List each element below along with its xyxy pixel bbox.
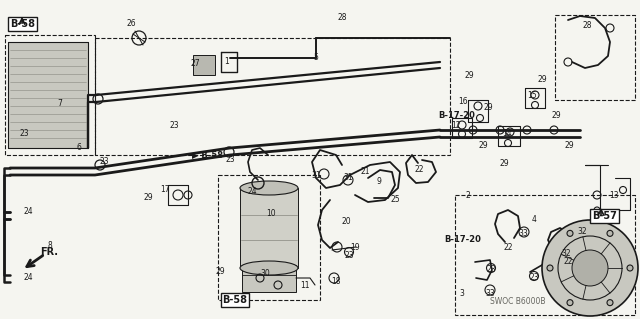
Text: 29: 29 <box>464 70 474 79</box>
Text: 23: 23 <box>225 155 235 165</box>
Circle shape <box>547 265 553 271</box>
Bar <box>95 38 450 155</box>
Bar <box>455 195 635 315</box>
Circle shape <box>627 265 633 271</box>
Text: 28: 28 <box>337 13 347 23</box>
Text: B-17-20: B-17-20 <box>444 235 481 244</box>
Text: 32: 32 <box>577 227 587 236</box>
Text: 24: 24 <box>247 188 257 197</box>
Text: 10: 10 <box>266 209 276 218</box>
Text: 30: 30 <box>260 270 270 278</box>
Text: 29: 29 <box>13 18 23 26</box>
Text: 18: 18 <box>332 277 340 286</box>
Text: B-57: B-57 <box>592 211 617 221</box>
Text: 4: 4 <box>532 216 536 225</box>
Bar <box>242 265 296 292</box>
Text: 29: 29 <box>551 110 561 120</box>
Text: 20: 20 <box>341 218 351 226</box>
Text: 22: 22 <box>503 243 513 253</box>
Bar <box>8 42 88 148</box>
Text: 19: 19 <box>350 242 360 251</box>
Text: 25: 25 <box>390 196 400 204</box>
Ellipse shape <box>240 261 298 275</box>
Text: 13: 13 <box>609 190 619 199</box>
Text: 23: 23 <box>99 158 109 167</box>
Bar <box>240 188 298 268</box>
Text: 28: 28 <box>582 20 592 29</box>
Text: 23: 23 <box>529 273 539 283</box>
Text: 2: 2 <box>466 190 470 199</box>
Text: 8: 8 <box>47 241 52 249</box>
Circle shape <box>607 230 613 236</box>
Text: 29: 29 <box>564 140 574 150</box>
Text: B-58: B-58 <box>10 19 35 29</box>
Text: 32: 32 <box>561 249 571 257</box>
Text: 29: 29 <box>478 140 488 150</box>
Text: 22: 22 <box>414 166 424 174</box>
Bar <box>193 55 215 75</box>
Text: 21: 21 <box>360 167 370 175</box>
Text: 16: 16 <box>458 97 468 106</box>
Text: 24: 24 <box>23 272 33 281</box>
Circle shape <box>567 230 573 236</box>
Text: 33: 33 <box>485 288 495 298</box>
Text: 29: 29 <box>537 76 547 85</box>
Text: 23: 23 <box>344 250 354 259</box>
Text: 23: 23 <box>19 130 29 138</box>
Text: 23: 23 <box>486 265 496 275</box>
Text: 24: 24 <box>23 207 33 217</box>
Text: 15: 15 <box>527 92 537 100</box>
Text: 14: 14 <box>502 129 512 137</box>
Text: B-58: B-58 <box>223 295 248 305</box>
Circle shape <box>567 300 573 306</box>
Text: 29: 29 <box>499 159 509 167</box>
Text: 29: 29 <box>215 268 225 277</box>
Text: ▶ B-58: ▶ B-58 <box>192 151 223 160</box>
Text: 1: 1 <box>225 57 229 66</box>
Circle shape <box>572 250 608 286</box>
Bar <box>555 15 635 100</box>
Text: FR.: FR. <box>40 247 58 257</box>
Bar <box>5 35 95 155</box>
Text: 33: 33 <box>518 228 528 238</box>
Text: 7: 7 <box>58 99 63 108</box>
Text: 3: 3 <box>460 288 465 298</box>
Text: 12: 12 <box>451 121 461 130</box>
Text: 29: 29 <box>483 102 493 112</box>
Ellipse shape <box>240 181 298 195</box>
Text: 29: 29 <box>143 194 153 203</box>
Text: 17: 17 <box>160 186 170 195</box>
Circle shape <box>607 300 613 306</box>
Text: SWOC B6000B: SWOC B6000B <box>490 298 545 307</box>
Text: 5: 5 <box>314 54 319 63</box>
Text: 31: 31 <box>311 170 321 180</box>
Text: 23: 23 <box>169 121 179 130</box>
Text: B-17-20: B-17-20 <box>438 110 475 120</box>
Circle shape <box>542 220 638 316</box>
Text: 9: 9 <box>376 177 381 187</box>
Text: 26: 26 <box>126 19 136 27</box>
Text: 22: 22 <box>563 256 573 265</box>
Bar <box>218 175 320 300</box>
Text: 6: 6 <box>77 144 81 152</box>
Text: 31: 31 <box>343 173 353 182</box>
Text: 11: 11 <box>300 280 310 290</box>
Text: 27: 27 <box>190 58 200 68</box>
